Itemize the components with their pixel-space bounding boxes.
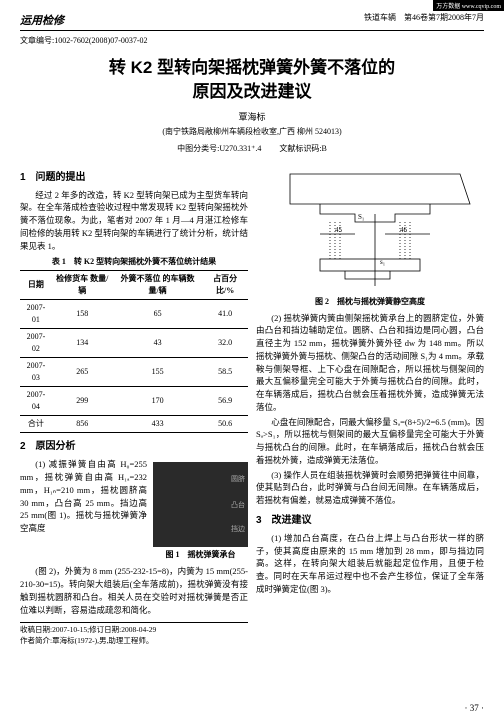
th-fail: 外簧不落位 的车辆数量/辆 (113, 271, 203, 300)
figure-1: 圆脐 凸台 挡边 (153, 462, 248, 547)
table-1: 日期 检修货车 数量/辆 外簧不落位 的车辆数量/辆 占百分比/% 2007-0… (20, 270, 248, 433)
section-1-title: 1 问题的提出 (20, 170, 248, 185)
dim-s1: S₁ (358, 213, 364, 221)
section-2-title: 2 原因分析 (20, 439, 248, 454)
table-header-row: 日期 检修货车 数量/辆 外簧不落位 的车辆数量/辆 占百分比/% (20, 271, 248, 300)
author-intro: 作者简介:覃海标(1972-),男,助理工程师。 (20, 636, 248, 647)
figure-1-caption: 图 1 摇枕弹簧承台 (153, 549, 248, 561)
sec2-text-wrap: (1) 减振弹簧自由高 H₀=255 mm，摇枕弹簧自由高 H₁ₐ=232 mm… (20, 458, 147, 565)
sec2-para3: (3) 操作人员在组装摇枕弹簧时会顺势把弹簧往中间靠，使其贴到凸台，此时弹簧与凸… (256, 469, 484, 507)
fig1-label-c: 挡边 (231, 524, 245, 535)
url-watermark: 万方数据 www.cqvip.com (433, 0, 504, 11)
footer-info: 收稿日期:2007-10-15;修订日期:2008-04-29 作者简介:覃海标… (20, 622, 248, 646)
dim-45: 45 (335, 226, 343, 234)
doc-code: 文献标识码:B (279, 144, 327, 153)
table-row: 2007-0326515558.5 (20, 358, 248, 387)
fig1-label-b: 凸台 (231, 500, 245, 511)
figure-1-wrap: 圆脐 凸台 挡边 图 1 摇枕弹簧承台 (153, 458, 248, 565)
th-date: 日期 (20, 271, 52, 300)
section-name: 运用检修 (20, 12, 64, 28)
right-column: 45 46 S₁ s₁ 图 2 摇枕与摇枕弹簧静空高度 (2) 摇枕弹簧内簧由侧… (256, 164, 484, 647)
table-row: 2007-0429917056.9 (20, 387, 248, 416)
sec2-para2: (2) 摇枕弹簧内簧由侧架摇枕簧承台上的圆脐定位，外簧由凸台和挡边辅助定位。圆脐… (256, 312, 484, 414)
figure-2-diagram: 45 46 S₁ s₁ (256, 164, 484, 294)
dim-46: 46 (400, 226, 408, 234)
table-row: 合计85643350.6 (20, 416, 248, 433)
wrapped-content: (1) 减振弹簧自由高 H₀=255 mm，摇枕弹簧自由高 H₁ₐ=232 mm… (20, 458, 248, 565)
sec3-para1: (1) 增加凸台高度，在凸台上焊上与凸台形状一样的脐子，使其高度由原来的 15 … (256, 532, 484, 596)
sec2-para1: (1) 减振弹簧自由高 H₀=255 mm，摇枕弹簧自由高 H₁ₐ=232 mm… (20, 458, 147, 535)
th-count: 检修货车 数量/辆 (52, 271, 113, 300)
title-line-1: 转 K2 型转向架摇枕弹簧外簧不落位的 (20, 56, 484, 80)
affiliation: (南宁铁路局敞柳州车辆段检收室,广西 柳州 524013) (20, 126, 484, 137)
sec2-para1b: (图 2)，外簧为 8 mm (255-232-15=8)，内簧为 15 mm(… (20, 565, 248, 616)
page-container: 运用检修 铁道车辆 第46卷第7期2008年7月 文章编号:1002-7602(… (0, 0, 504, 658)
figure-2-caption: 图 2 摇枕与摇枕弹簧静空高度 (256, 296, 484, 308)
received-date: 收稿日期:2007-10-15;修订日期:2008-04-29 (20, 625, 248, 636)
classification-num: 中图分类号:U270.331⁺.4 (177, 144, 261, 153)
page-number: · 37 · (465, 703, 485, 713)
table-row: 2007-021344332.0 (20, 329, 248, 358)
dim-s2: s₁ (380, 258, 385, 266)
header-bar: 运用检修 铁道车辆 第46卷第7期2008年7月 (20, 12, 484, 31)
table-row: 2007-011586541.0 (20, 300, 248, 329)
two-column-body: 1 问题的提出 经过 2 年多的改造，转 K2 型转向架已成为主型货车转向架。在… (20, 164, 484, 647)
author-name: 覃海标 (20, 110, 484, 123)
article-code: 文章编号:1002-7602(2008)07-0037-02 (20, 35, 484, 46)
journal-info: 铁道车辆 第46卷第7期2008年7月 (364, 12, 484, 28)
section-3-title: 3 改进建议 (256, 513, 484, 528)
table1-caption: 表 1 转 K2 型转向架摇枕外簧不落位统计结果 (20, 256, 248, 268)
classification-line: 中图分类号:U270.331⁺.4 文献标识码:B (20, 143, 484, 154)
title-line-2: 原因及改进建议 (20, 80, 484, 104)
article-title: 转 K2 型转向架摇枕弹簧外簧不落位的 原因及改进建议 (20, 56, 484, 104)
th-pct: 占百分比/% (202, 271, 248, 300)
fig1-label-a: 圆脐 (231, 474, 245, 485)
sec1-para1: 经过 2 年多的改造，转 K2 型转向架已成为主型货车转向架。在全车落成检查验收… (20, 189, 248, 253)
left-column: 1 问题的提出 经过 2 年多的改造，转 K2 型转向架已成为主型货车转向架。在… (20, 164, 248, 647)
sec2-para2b: 心盘在间隙配合，同最大偏移量 Sₐ=(8+5)/2=6.5 (mm)。因 Sₐ>… (256, 416, 484, 467)
